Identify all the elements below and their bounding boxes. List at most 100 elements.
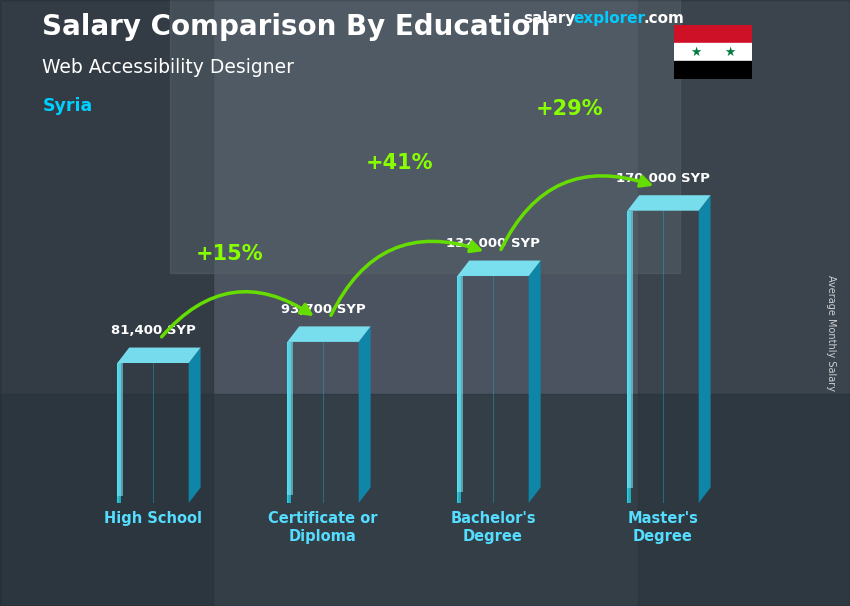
Polygon shape xyxy=(289,342,291,503)
Text: +29%: +29% xyxy=(536,99,604,119)
Polygon shape xyxy=(458,276,461,503)
Text: Certificate or
Diploma: Certificate or Diploma xyxy=(269,511,377,544)
Polygon shape xyxy=(627,195,711,211)
Polygon shape xyxy=(627,211,629,503)
Text: salary: salary xyxy=(523,11,575,26)
Polygon shape xyxy=(288,342,290,503)
Bar xyxy=(674,43,752,61)
Bar xyxy=(0,394,850,606)
Polygon shape xyxy=(457,276,460,503)
Polygon shape xyxy=(457,276,463,491)
Polygon shape xyxy=(119,363,121,503)
Polygon shape xyxy=(457,276,459,503)
Polygon shape xyxy=(289,342,291,503)
Polygon shape xyxy=(119,363,121,503)
Polygon shape xyxy=(459,276,461,503)
Polygon shape xyxy=(118,363,120,503)
Polygon shape xyxy=(118,363,120,503)
Text: ★: ★ xyxy=(724,45,736,59)
Polygon shape xyxy=(118,363,120,503)
Polygon shape xyxy=(288,342,290,503)
Polygon shape xyxy=(288,342,290,503)
Text: explorer: explorer xyxy=(573,11,645,26)
Polygon shape xyxy=(119,363,121,503)
Polygon shape xyxy=(288,342,290,503)
Polygon shape xyxy=(628,211,630,503)
Polygon shape xyxy=(459,276,461,503)
Polygon shape xyxy=(628,211,630,503)
Polygon shape xyxy=(117,363,119,503)
Text: Salary Comparison By Education: Salary Comparison By Education xyxy=(42,13,551,41)
Polygon shape xyxy=(117,363,120,503)
Polygon shape xyxy=(458,276,460,503)
Polygon shape xyxy=(628,211,630,503)
Polygon shape xyxy=(289,342,291,503)
Polygon shape xyxy=(288,342,290,503)
Polygon shape xyxy=(287,342,289,503)
Polygon shape xyxy=(458,276,460,503)
Polygon shape xyxy=(629,211,631,503)
Polygon shape xyxy=(458,276,460,503)
Text: 93,700 SYP: 93,700 SYP xyxy=(280,303,366,316)
Polygon shape xyxy=(457,276,459,503)
Polygon shape xyxy=(118,363,120,503)
Polygon shape xyxy=(119,363,121,503)
Text: Bachelor's
Degree: Bachelor's Degree xyxy=(450,511,536,544)
Polygon shape xyxy=(117,363,119,503)
Text: Average Monthly Salary: Average Monthly Salary xyxy=(826,275,836,391)
Polygon shape xyxy=(288,342,290,503)
Polygon shape xyxy=(117,363,119,503)
Polygon shape xyxy=(457,276,459,503)
Polygon shape xyxy=(629,211,631,503)
Polygon shape xyxy=(457,276,460,503)
Text: Web Accessibility Designer: Web Accessibility Designer xyxy=(42,58,294,76)
Polygon shape xyxy=(628,211,630,503)
Polygon shape xyxy=(457,276,459,503)
Polygon shape xyxy=(288,342,290,503)
Text: 81,400 SYP: 81,400 SYP xyxy=(110,324,196,337)
Polygon shape xyxy=(119,363,121,503)
Polygon shape xyxy=(118,363,120,503)
Polygon shape xyxy=(459,276,461,503)
Polygon shape xyxy=(118,363,120,503)
Polygon shape xyxy=(458,276,460,503)
Polygon shape xyxy=(459,276,461,503)
Polygon shape xyxy=(118,363,120,503)
Polygon shape xyxy=(458,276,460,503)
Polygon shape xyxy=(628,211,630,503)
Polygon shape xyxy=(119,363,121,503)
Text: High School: High School xyxy=(104,511,202,527)
Polygon shape xyxy=(458,276,460,503)
Polygon shape xyxy=(119,363,121,503)
Polygon shape xyxy=(627,211,629,503)
Polygon shape xyxy=(458,276,460,503)
Polygon shape xyxy=(118,363,120,503)
Text: Syria: Syria xyxy=(42,97,93,115)
Polygon shape xyxy=(458,276,460,503)
Polygon shape xyxy=(287,342,293,495)
Polygon shape xyxy=(287,342,289,503)
Polygon shape xyxy=(117,363,119,503)
Polygon shape xyxy=(458,276,460,503)
Polygon shape xyxy=(458,276,460,503)
Polygon shape xyxy=(628,211,630,503)
Polygon shape xyxy=(287,342,290,503)
Polygon shape xyxy=(288,342,290,503)
Bar xyxy=(674,61,752,79)
Polygon shape xyxy=(699,195,711,503)
Polygon shape xyxy=(289,342,291,503)
Polygon shape xyxy=(628,211,630,503)
Polygon shape xyxy=(458,276,460,503)
Polygon shape xyxy=(118,363,120,503)
Polygon shape xyxy=(459,276,461,503)
Polygon shape xyxy=(119,363,121,503)
Polygon shape xyxy=(118,363,120,503)
Polygon shape xyxy=(457,276,459,503)
Bar xyxy=(674,25,752,43)
Polygon shape xyxy=(288,342,290,503)
Polygon shape xyxy=(288,342,291,503)
Polygon shape xyxy=(118,363,121,503)
Polygon shape xyxy=(459,276,461,503)
Polygon shape xyxy=(289,342,291,503)
Polygon shape xyxy=(529,261,541,503)
